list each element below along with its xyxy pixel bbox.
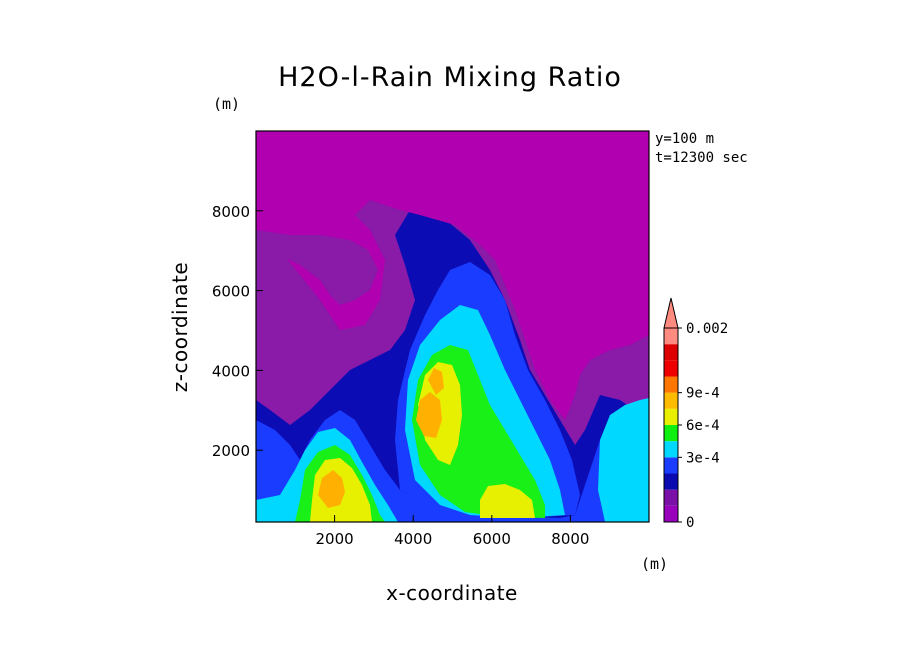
contour-plot-area xyxy=(256,131,649,522)
contour-level-7-center xyxy=(416,392,442,438)
colorbar-band xyxy=(664,505,678,522)
contour-level-7-upper xyxy=(428,368,444,395)
y-tick-label: 8000 xyxy=(212,203,250,221)
x-tick-label: 6000 xyxy=(473,530,511,548)
colorbar-label: 0 xyxy=(686,515,694,531)
y-axis-ticks: 2000 4000 6000 8000 xyxy=(212,203,263,460)
colorbar-band xyxy=(664,344,678,361)
colorbar-band xyxy=(664,473,678,490)
colorbar-band xyxy=(664,328,678,345)
contour-level-1-left xyxy=(256,230,378,305)
colorbar-label: 9e-4 xyxy=(686,386,720,402)
colorbar-label: 6e-4 xyxy=(686,418,720,434)
colorbar-band xyxy=(664,425,678,442)
colorbar-extend-max-triangle xyxy=(663,297,679,329)
x-axis-title: x-coordinate xyxy=(386,581,518,605)
colorbar-band xyxy=(664,360,678,377)
y-axis-unit: (m) xyxy=(213,95,240,113)
x-axis-unit: (m) xyxy=(641,555,668,573)
colorbar-label: 0.002 xyxy=(686,321,728,337)
x-tick-label: 8000 xyxy=(551,530,589,548)
colorbar-label: 3e-4 xyxy=(686,450,720,466)
x-tick-label: 2000 xyxy=(316,530,354,548)
annotation-time: t=12300 sec xyxy=(655,150,748,166)
x-tick-label: 4000 xyxy=(394,530,432,548)
colorbar-band xyxy=(664,457,678,474)
contour-level-4-right xyxy=(598,398,649,522)
contour-level-6-bottom xyxy=(480,484,535,518)
plot-frame xyxy=(255,130,650,523)
y-tick-label: 4000 xyxy=(212,362,250,380)
colorbar-band xyxy=(664,392,678,409)
colorbar: 0.002 9e-4 6e-4 3e-4 0 xyxy=(663,297,728,531)
contour-level-0-upper xyxy=(256,131,649,420)
annotation-y-slice: y=100 m xyxy=(655,131,714,147)
contour-level-7-left xyxy=(318,470,345,508)
colorbar-band xyxy=(664,376,678,393)
y-tick-label: 6000 xyxy=(212,283,250,301)
x-axis-ticks: 2000 4000 6000 8000 xyxy=(316,515,589,548)
y-tick-label: 2000 xyxy=(212,442,250,460)
y-axis-title: z-coordinate xyxy=(168,262,192,392)
colorbar-band xyxy=(664,489,678,506)
colorbar-band xyxy=(664,441,678,458)
chart-title: H2O-l-Rain Mixing Ratio xyxy=(278,62,622,93)
colorbar-band xyxy=(664,408,678,425)
